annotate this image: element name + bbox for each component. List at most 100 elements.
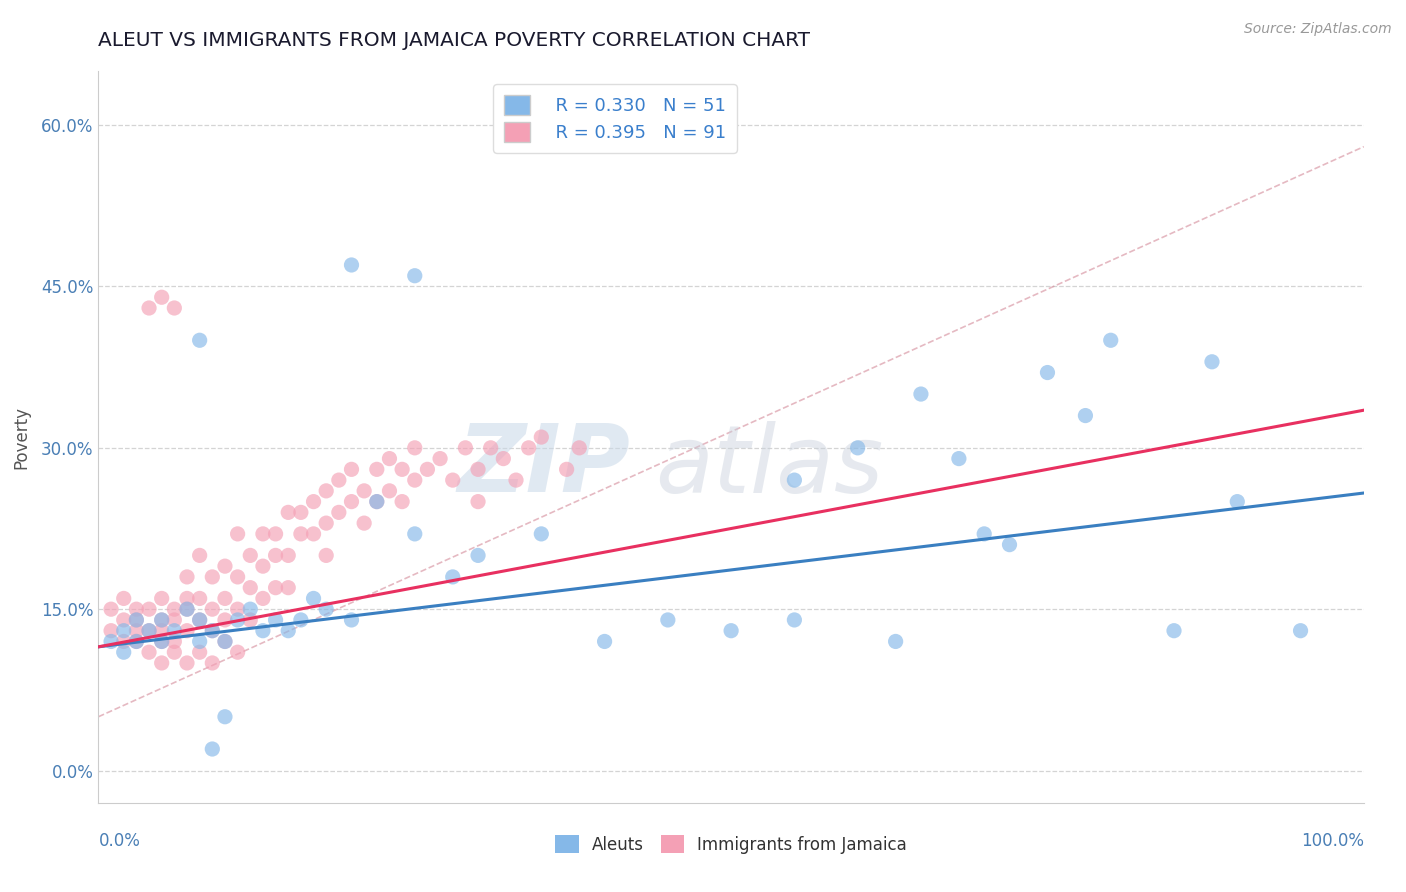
Point (441, 473, 464, 487)
Point (163, 624, 186, 638)
Point (226, 527, 249, 541)
Text: 0.0%: 0.0% (98, 832, 141, 850)
Point (138, 624, 160, 638)
Point (188, 634, 211, 648)
Point (163, 602, 186, 616)
Point (125, 634, 148, 648)
Point (150, 613, 173, 627)
Point (150, 656, 173, 670)
Point (125, 602, 148, 616)
Point (1289, 624, 1312, 638)
Point (1163, 624, 1185, 638)
Point (100, 602, 122, 616)
Point (239, 581, 262, 595)
Point (315, 483, 337, 498)
Point (112, 591, 135, 606)
Point (214, 591, 236, 606)
Point (404, 268, 426, 283)
Point (277, 581, 299, 595)
Point (429, 451, 451, 466)
Point (1201, 355, 1223, 369)
Point (252, 527, 274, 541)
Point (315, 602, 337, 616)
Text: atlas: atlas (655, 421, 883, 512)
Point (201, 602, 224, 616)
Point (188, 613, 211, 627)
Point (846, 441, 869, 455)
Point (467, 462, 489, 476)
Point (239, 613, 262, 627)
Point (188, 549, 211, 563)
Point (201, 656, 224, 670)
Point (315, 516, 337, 530)
Point (277, 549, 299, 563)
Text: Source: ZipAtlas.com: Source: ZipAtlas.com (1244, 22, 1392, 37)
Point (290, 505, 312, 519)
Point (226, 602, 249, 616)
Point (783, 473, 806, 487)
Point (492, 451, 515, 466)
Point (366, 494, 388, 508)
Point (517, 441, 540, 455)
Point (264, 613, 287, 627)
Point (239, 549, 262, 563)
Point (252, 624, 274, 638)
Point (201, 624, 224, 638)
Point (973, 527, 995, 541)
Point (998, 538, 1021, 552)
Point (264, 527, 287, 541)
Point (214, 634, 236, 648)
Point (188, 333, 211, 347)
Point (404, 441, 426, 455)
Point (467, 549, 489, 563)
Point (252, 591, 274, 606)
Point (391, 462, 413, 476)
Point (163, 645, 186, 659)
Point (948, 451, 970, 466)
Point (214, 559, 236, 574)
Point (112, 613, 135, 627)
Point (530, 430, 553, 444)
Point (226, 645, 249, 659)
Point (214, 613, 236, 627)
Point (593, 634, 616, 648)
Point (163, 613, 186, 627)
Text: ALEUT VS IMMIGRANTS FROM JAMAICA POVERTY CORRELATION CHART: ALEUT VS IMMIGRANTS FROM JAMAICA POVERTY… (98, 31, 810, 50)
Point (214, 710, 236, 724)
Point (441, 570, 464, 584)
Point (100, 624, 122, 638)
Point (454, 441, 477, 455)
Point (176, 570, 198, 584)
Point (112, 645, 135, 659)
Point (112, 634, 135, 648)
Point (138, 645, 160, 659)
Point (404, 473, 426, 487)
Point (226, 613, 249, 627)
Point (150, 613, 173, 627)
Point (1099, 333, 1122, 347)
Point (391, 494, 413, 508)
Point (264, 549, 287, 563)
Point (226, 570, 249, 584)
Point (201, 624, 224, 638)
Point (530, 527, 553, 541)
Point (340, 613, 363, 627)
Point (150, 634, 173, 648)
Point (328, 473, 350, 487)
Point (176, 656, 198, 670)
Point (340, 494, 363, 508)
Point (1226, 494, 1249, 508)
Point (302, 527, 325, 541)
Point (910, 387, 932, 401)
Point (150, 624, 173, 638)
Point (277, 624, 299, 638)
Point (150, 591, 173, 606)
Point (264, 581, 287, 595)
Point (555, 462, 578, 476)
Point (340, 258, 363, 272)
Point (657, 613, 679, 627)
Point (201, 742, 224, 756)
Point (125, 624, 148, 638)
Point (138, 624, 160, 638)
Point (302, 494, 325, 508)
